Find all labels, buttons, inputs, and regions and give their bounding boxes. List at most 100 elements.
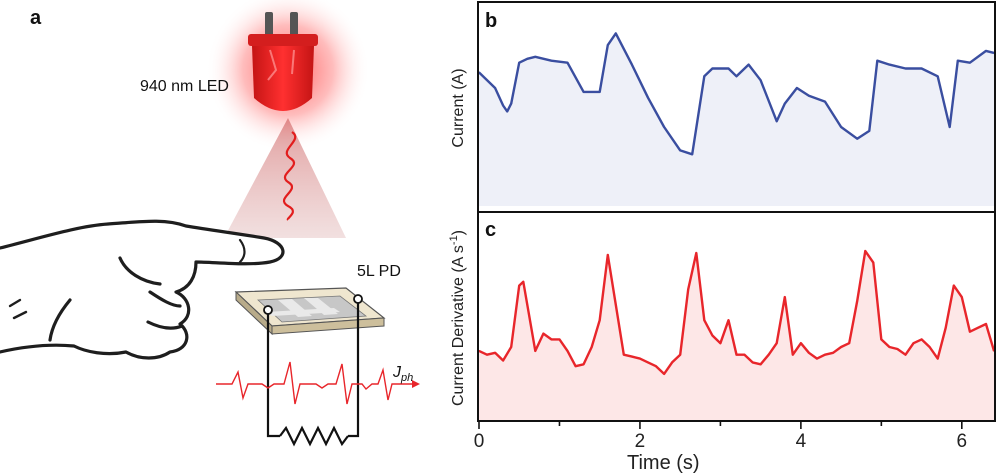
data-point-61 [960,296,963,298]
data-point-5 [518,61,521,64]
data-point-41 [800,342,802,345]
resistor-icon [279,425,349,447]
data-point-30 [840,126,842,128]
chart-b: b Current (A) [450,10,995,207]
data-point-26 [679,353,682,356]
panel-letter-c: c [485,219,496,241]
data-point-55 [912,342,915,345]
data-point-56 [920,338,923,341]
data-point-11 [558,338,561,341]
x-tick-label-6: 6 [957,431,968,452]
data-point-57 [928,346,931,348]
data-point-32 [727,319,730,322]
data-point-10 [550,338,553,341]
x-axis: 0 2 4 6 [474,421,967,452]
data-point-28 [808,94,810,97]
data-point-36 [759,363,762,366]
data-point-21 [639,357,641,360]
data-point-17 [606,254,609,256]
data-point-38 [775,342,778,345]
data-point-14 [582,363,585,366]
data-point-13 [614,32,617,35]
data-point-31 [856,137,859,140]
data-point-11 [598,91,601,93]
device-label: 5L PD [357,263,401,280]
current-area [479,33,994,207]
data-point-29 [703,319,706,322]
data-point-49 [864,250,867,252]
data-point-43 [816,357,818,360]
data-point-18 [614,303,617,306]
photocurrent-signal [216,361,412,405]
data-point-34 [743,353,746,356]
data-point-5 [518,284,521,287]
data-point-35 [904,67,907,70]
data-point-25 [775,120,778,123]
data-point-50 [872,261,875,264]
data-point-1 [494,87,496,89]
data-point-22 [647,361,649,364]
data-point-14 [631,63,633,66]
data-point-62 [969,330,971,333]
panel-letter-a: a [30,7,42,29]
derivative-line [478,249,996,376]
data-point-24 [759,79,762,82]
data-point-19 [622,353,625,356]
derivative-points [478,250,995,375]
data-point-8 [534,350,537,352]
data-point-34 [888,63,891,66]
data-point-25 [671,361,673,364]
data-point-7 [526,303,529,306]
data-point-20 [631,355,633,358]
data-point-18 [691,153,694,156]
data-point-35 [751,361,754,364]
led-icon [248,12,318,111]
data-point-36 [920,67,923,70]
data-point-46 [840,346,842,348]
hand-icon [0,219,285,360]
data-point-52 [888,346,891,348]
data-point-39 [956,59,959,62]
derivative-area [479,251,994,421]
data-point-32 [868,130,871,132]
photodetector-device [234,287,386,336]
data-point-42 [808,351,810,354]
data-point-45 [832,351,834,354]
data-point-15 [647,96,649,99]
data-point-23 [747,63,750,66]
data-point-24 [663,373,665,375]
panel-a: a 940 nm LED [0,0,420,447]
data-point-38 [948,126,951,128]
data-point-12 [606,44,609,46]
data-point-2 [502,104,504,107]
x-tick-label-2: 2 [635,431,646,452]
data-point-27 [796,87,798,89]
data-point-3 [502,359,504,362]
panel-letter-b: b [485,10,497,32]
x-axis-title: Time (s) [627,452,700,474]
data-point-16 [663,126,665,128]
data-point-28 [695,252,698,254]
current-points [478,32,995,156]
data-point-2 [494,351,496,354]
data-point-41 [985,50,987,52]
data-point-10 [582,91,585,93]
data-point-13 [574,365,577,368]
x-tick-label-4: 4 [796,431,807,452]
data-point-39 [783,296,786,298]
data-point-59 [944,326,947,329]
data-point-40 [969,61,971,64]
data-point-20 [711,67,714,70]
data-point-3 [506,110,509,113]
chart-c: c Current Derivative (A s-1) [448,219,996,421]
data-point-16 [598,319,601,322]
data-point-19 [703,75,706,78]
led-label: 940 nm LED [140,78,229,95]
data-point-48 [856,300,859,302]
data-point-40 [791,353,794,356]
data-point-53 [896,348,899,350]
light-wave [282,131,297,222]
data-point-60 [952,284,955,287]
data-point-33 [876,59,879,62]
